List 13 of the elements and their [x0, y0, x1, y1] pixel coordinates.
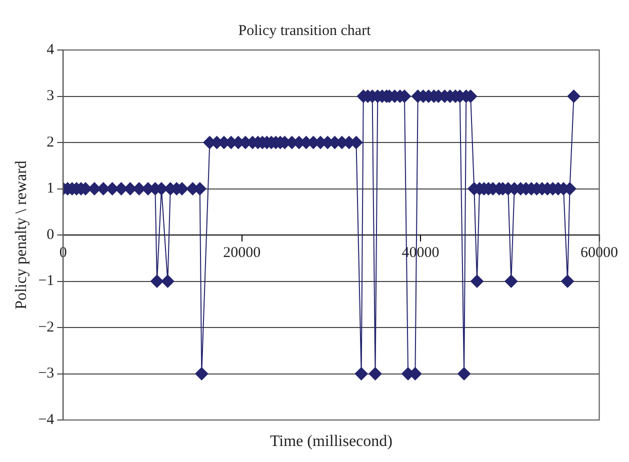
- x-tick-label: 20000: [223, 244, 261, 261]
- chart-title: Policy transition chart: [238, 22, 372, 39]
- x-axis-title: Time (millisecond): [270, 433, 392, 450]
- y-tick-label: 1: [46, 180, 54, 197]
- y-tick-label: −3: [38, 366, 54, 382]
- y-axis-title: Policy penalty \ reward: [12, 160, 30, 310]
- y-tick-label: 4: [46, 42, 55, 58]
- y-tick-label: 0: [46, 226, 54, 243]
- y-tick-label: −2: [38, 319, 54, 336]
- y-tick-label: −4: [38, 412, 55, 428]
- y-tick-label: −1: [38, 273, 54, 290]
- y-tick-label: 3: [46, 88, 54, 104]
- y-tick-label: 2: [46, 134, 54, 150]
